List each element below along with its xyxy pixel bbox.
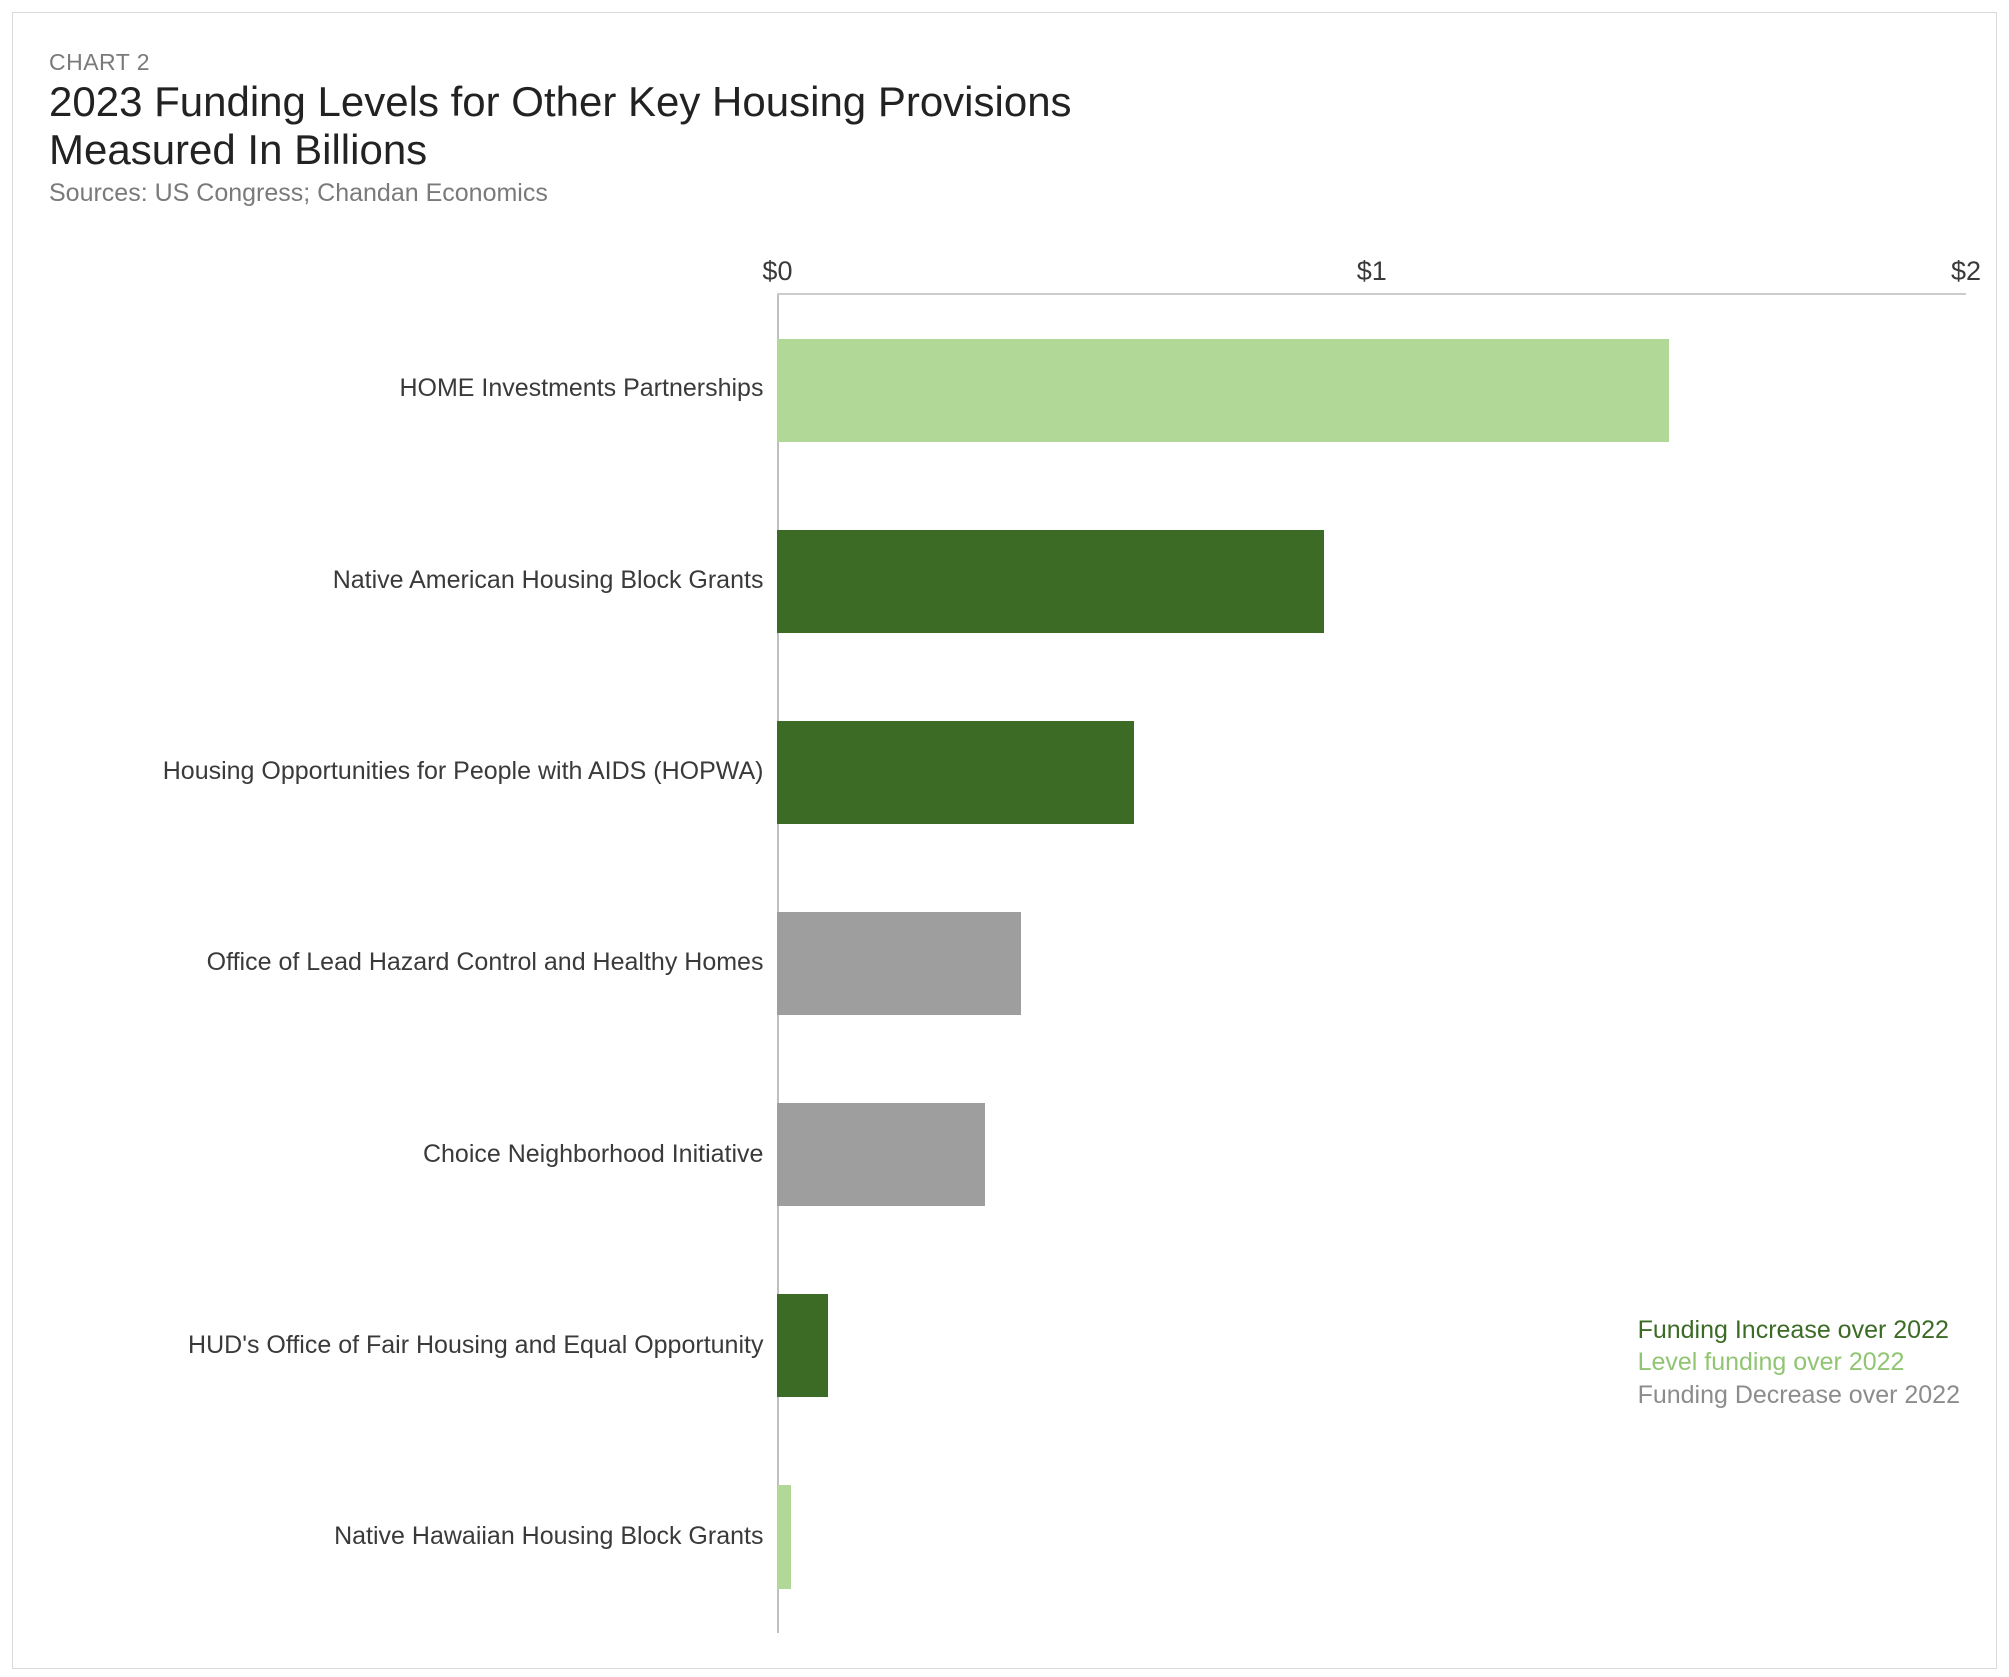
bar [777, 530, 1324, 633]
bar-row [777, 868, 1966, 1059]
title-line-1: 2023 Funding Levels for Other Key Housin… [49, 78, 1072, 125]
x-axis: $0$1$2 [777, 234, 1966, 294]
bars-region [777, 294, 1966, 1633]
y-axis-category-label: Native Hawaiian Housing Block Grants [49, 1441, 777, 1632]
bar-row [777, 677, 1966, 868]
y-axis-category-label: HOME Investments Partnerships [49, 294, 777, 485]
chart-title: 2023 Funding Levels for Other Key Housin… [49, 78, 1966, 175]
bar [777, 339, 1668, 442]
bar [777, 1294, 828, 1397]
chart-number-label: CHART 2 [49, 49, 1966, 76]
y-axis-category-label: Housing Opportunities for People with AI… [49, 676, 777, 867]
legend-item: Level funding over 2022 [1638, 1346, 1960, 1379]
legend: Funding Increase over 2022Level funding … [1638, 1314, 1960, 1412]
x-tick-label: $1 [1357, 256, 1387, 287]
plot: $0$1$2 [777, 234, 1966, 1633]
bar [777, 912, 1021, 1015]
bar-row [777, 486, 1966, 677]
y-axis-category-label: HUD's Office of Fair Housing and Equal O… [49, 1250, 777, 1441]
bar [777, 1103, 985, 1206]
bar-row [777, 1441, 1966, 1632]
bar-row [777, 1059, 1966, 1250]
bar-row [777, 295, 1966, 486]
y-axis-category-label: Choice Neighborhood Initiative [49, 1059, 777, 1250]
chart-subtitle: Sources: US Congress; Chandan Economics [49, 179, 1966, 208]
legend-item: Funding Decrease over 2022 [1638, 1379, 1960, 1412]
chart-container: CHART 2 2023 Funding Levels for Other Ke… [12, 12, 1997, 1669]
y-axis-category-label: Office of Lead Hazard Control and Health… [49, 867, 777, 1058]
y-axis-category-label: Native American Housing Block Grants [49, 485, 777, 676]
bar [777, 1485, 790, 1588]
bar [777, 721, 1134, 824]
legend-item: Funding Increase over 2022 [1638, 1314, 1960, 1347]
x-tick-label: $2 [1951, 256, 1981, 287]
y-axis-labels: HOME Investments PartnershipsNative Amer… [49, 234, 777, 1633]
title-line-2: Measured In Billions [49, 126, 427, 173]
plot-area: HOME Investments PartnershipsNative Amer… [49, 234, 1966, 1633]
x-tick-label: $0 [762, 256, 792, 287]
